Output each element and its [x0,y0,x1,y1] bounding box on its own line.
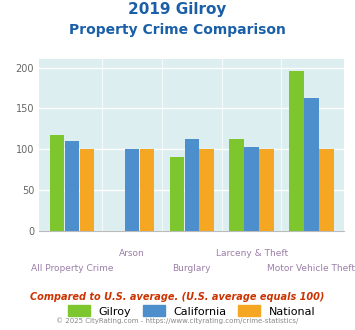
Bar [289,71,304,231]
Text: Motor Vehicle Theft: Motor Vehicle Theft [267,264,355,273]
Text: © 2025 CityRating.com - https://www.cityrating.com/crime-statistics/: © 2025 CityRating.com - https://www.city… [56,317,299,324]
Bar [229,139,244,231]
Text: 2019 Gilroy: 2019 Gilroy [128,2,227,16]
Bar [125,149,139,231]
Bar [140,149,154,231]
Bar [170,157,184,231]
Bar [50,135,64,231]
Bar [200,149,214,231]
Legend: Gilroy, California, National: Gilroy, California, National [64,302,319,320]
Bar [244,147,259,231]
Bar [65,141,79,231]
Bar [260,149,274,231]
Bar [185,139,199,231]
Text: Burglary: Burglary [173,264,211,273]
Text: Larceny & Theft: Larceny & Theft [215,249,288,258]
Text: All Property Crime: All Property Crime [31,264,113,273]
Bar [80,149,94,231]
Text: Compared to U.S. average. (U.S. average equals 100): Compared to U.S. average. (U.S. average … [30,292,325,302]
Bar [304,98,318,231]
Text: Property Crime Comparison: Property Crime Comparison [69,23,286,37]
Bar [319,149,334,231]
Text: Arson: Arson [119,249,145,258]
